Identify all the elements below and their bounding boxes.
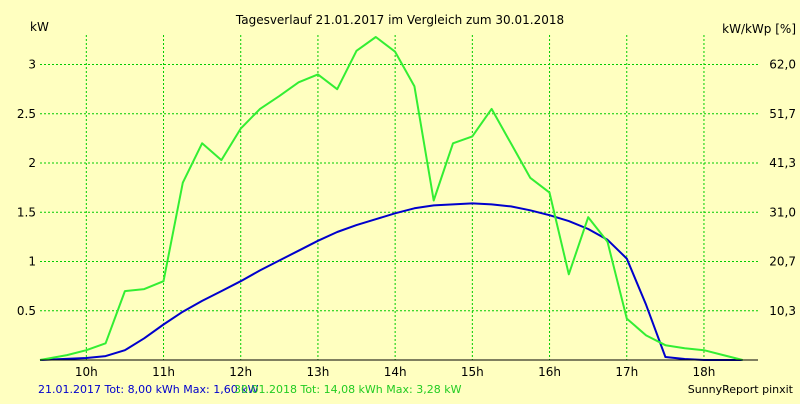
y-tick-label-left: 2 xyxy=(28,156,36,170)
x-tick-label: 18h xyxy=(693,365,716,379)
legend-info-2017: 21.01.2017 Tot: 8,00 kWh Max: 1,60 kW xyxy=(38,383,259,396)
y-tick-label-right: 62,0 xyxy=(769,58,796,72)
y-axis-right-label: kW/kWp [%] xyxy=(722,22,796,36)
y-tick-label-right: 51,7 xyxy=(769,107,796,121)
x-tick-label: 10h xyxy=(75,365,98,379)
y-tick-label-right: 10,3 xyxy=(769,304,796,318)
x-tick-label: 13h xyxy=(306,365,329,379)
y-tick-label-left: 1.5 xyxy=(17,205,36,219)
y-tick-label-right: 41,3 xyxy=(769,156,796,170)
credit-text: SunnyReport pinxit xyxy=(688,383,794,396)
x-tick-label: 11h xyxy=(152,365,175,379)
y-tick-label-right: 31,0 xyxy=(769,205,796,219)
y-tick-label-left: 2.5 xyxy=(17,107,36,121)
x-tick-label: 16h xyxy=(538,365,561,379)
series-line-21-01-2017 xyxy=(39,202,743,361)
x-tick-label: 14h xyxy=(384,365,407,379)
x-tick-label: 17h xyxy=(615,365,638,379)
y-axis-left-label: kW xyxy=(30,20,49,34)
y-tick-label-right: 20,7 xyxy=(769,255,796,269)
y-tick-label-left: 1 xyxy=(28,255,36,269)
y-tick-label-left: 0.5 xyxy=(17,304,36,318)
series-line-30-01-2018 xyxy=(39,36,743,361)
series-layer xyxy=(39,36,743,361)
legend-info-2018: 30.01.2018 Tot: 14,08 kWh Max: 3,28 kW xyxy=(234,383,462,396)
x-tick-label: 15h xyxy=(461,365,484,379)
x-tick-label: 12h xyxy=(229,365,252,379)
tick-labels: 10h 11h 12h 13h 14h 15h 16h 17h 18h 0.5 10,3 1 20,7 1… xyxy=(17,58,796,379)
chart-title: Tagesverlauf 21.01.2017 im Vergleich zum… xyxy=(235,13,564,27)
y-tick-label-left: 3 xyxy=(28,58,36,72)
